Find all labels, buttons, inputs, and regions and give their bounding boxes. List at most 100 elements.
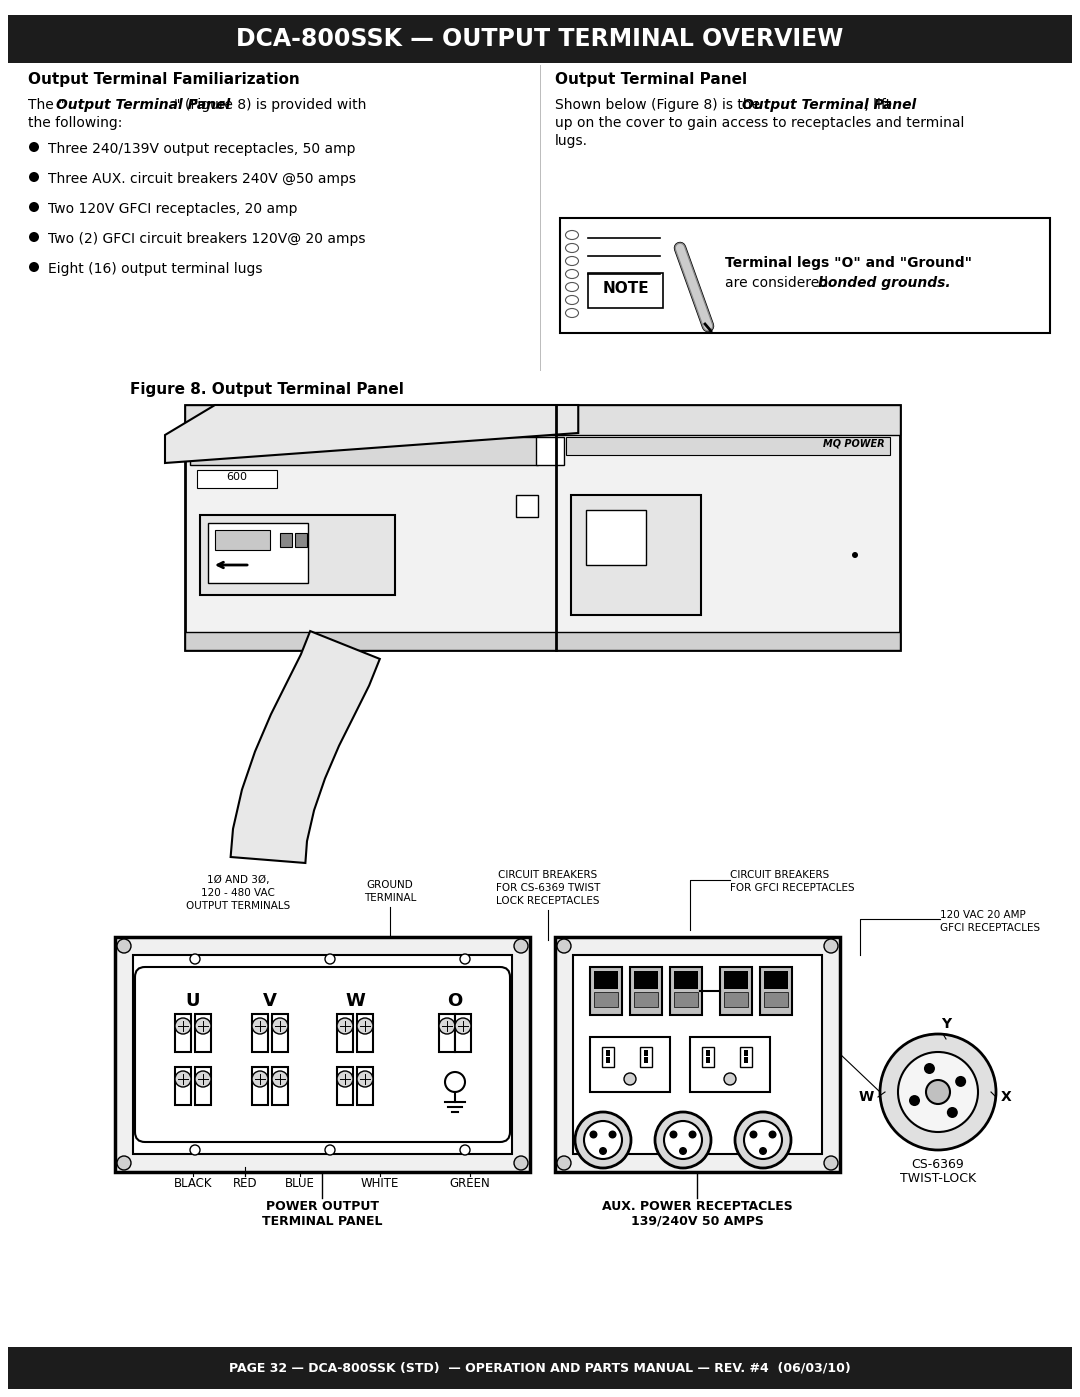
Bar [175, 1067, 191, 1105]
Circle shape [926, 1080, 950, 1104]
Bar [724, 971, 748, 989]
Text: WHITE: WHITE [361, 1178, 400, 1190]
Text: RED: RED [232, 1178, 257, 1190]
Bar [594, 971, 618, 989]
Circle shape [117, 939, 131, 953]
Bar [594, 992, 618, 1007]
Bar [602, 1046, 615, 1067]
Text: Eight (16) output terminal lugs: Eight (16) output terminal lugs [48, 263, 262, 277]
Circle shape [824, 1155, 838, 1171]
Circle shape [724, 1073, 735, 1085]
Bar [720, 967, 752, 1016]
Text: TWIST-LOCK: TWIST-LOCK [900, 1172, 976, 1185]
Circle shape [337, 1071, 353, 1087]
Bar [764, 971, 788, 989]
Bar [702, 1046, 714, 1067]
Bar [455, 1014, 471, 1052]
Text: The ": The " [28, 98, 65, 112]
Circle shape [880, 1034, 996, 1150]
Circle shape [325, 954, 335, 964]
Circle shape [29, 172, 39, 182]
Bar [555, 937, 840, 1172]
Circle shape [175, 1071, 191, 1087]
Circle shape [557, 939, 571, 953]
Bar [630, 967, 662, 1016]
Bar [724, 992, 748, 1007]
Circle shape [557, 1155, 571, 1171]
Polygon shape [165, 405, 578, 462]
Bar [208, 522, 308, 583]
Circle shape [272, 1071, 288, 1087]
Text: Two (2) GFCI circuit breakers 120V@ 20 amps: Two (2) GFCI circuit breakers 120V@ 20 a… [48, 232, 365, 246]
Bar [706, 1058, 710, 1063]
Circle shape [735, 1112, 791, 1168]
Bar [744, 1058, 748, 1063]
Circle shape [947, 1106, 958, 1118]
Circle shape [654, 1112, 711, 1168]
Bar [185, 631, 900, 650]
Circle shape [897, 1052, 978, 1132]
Text: 600: 600 [227, 472, 247, 482]
Bar [764, 992, 788, 1007]
Bar [252, 1067, 268, 1105]
Bar [740, 1046, 752, 1067]
Text: Output Terminal Panel: Output Terminal Panel [742, 98, 916, 112]
Circle shape [325, 1146, 335, 1155]
Bar [133, 956, 512, 1154]
Circle shape [744, 1120, 782, 1160]
Bar [640, 1046, 652, 1067]
FancyBboxPatch shape [135, 967, 510, 1141]
Polygon shape [231, 631, 380, 863]
Text: W: W [346, 992, 365, 1010]
Bar [634, 971, 658, 989]
Text: 120 - 480 VAC: 120 - 480 VAC [201, 888, 275, 898]
Circle shape [438, 1018, 455, 1034]
Circle shape [175, 1018, 191, 1034]
Bar [438, 1014, 455, 1052]
Bar [337, 1067, 353, 1105]
Circle shape [460, 1146, 470, 1155]
Bar [195, 1067, 211, 1105]
Text: Three AUX. circuit breakers 240V @50 amps: Three AUX. circuit breakers 240V @50 amp… [48, 172, 356, 186]
Bar [606, 1058, 610, 1063]
Circle shape [514, 939, 528, 953]
Bar [634, 992, 658, 1007]
Bar [590, 1037, 670, 1092]
Bar [8, 1347, 1072, 1389]
Circle shape [769, 1130, 777, 1139]
Circle shape [29, 232, 39, 242]
Circle shape [955, 1076, 967, 1087]
Circle shape [252, 1071, 268, 1087]
Bar [175, 1014, 191, 1052]
Text: bonded grounds.: bonded grounds. [818, 277, 950, 291]
Circle shape [117, 1155, 131, 1171]
Bar [644, 1051, 648, 1056]
Text: CIRCUIT BREAKERS: CIRCUIT BREAKERS [730, 870, 829, 880]
Circle shape [195, 1018, 211, 1034]
Circle shape [852, 552, 858, 557]
Circle shape [460, 954, 470, 964]
Text: POWER OUTPUT: POWER OUTPUT [266, 1200, 378, 1213]
Text: PAGE 32 — DCA-800SSK (STD)  — OPERATION AND PARTS MANUAL — REV. #4  (06/03/10): PAGE 32 — DCA-800SSK (STD) — OPERATION A… [229, 1362, 851, 1375]
Bar [536, 437, 564, 465]
Text: V: V [264, 992, 276, 1010]
Text: Terminal legs "O" and "Ground": Terminal legs "O" and "Ground" [725, 256, 972, 270]
Circle shape [195, 1071, 211, 1087]
Circle shape [575, 1112, 631, 1168]
Bar [670, 967, 702, 1016]
Circle shape [514, 1155, 528, 1171]
Circle shape [445, 1071, 465, 1092]
Text: TERMINAL PANEL: TERMINAL PANEL [261, 1215, 382, 1228]
Text: Figure 8. Output Terminal Panel: Figure 8. Output Terminal Panel [130, 381, 404, 397]
Text: " (Figure 8) is provided with: " (Figure 8) is provided with [174, 98, 366, 112]
Circle shape [689, 1130, 697, 1139]
Bar [272, 1014, 288, 1052]
Bar [674, 992, 698, 1007]
Circle shape [679, 1147, 687, 1155]
Text: Output Terminal Familiarization: Output Terminal Familiarization [28, 73, 300, 87]
Bar [566, 437, 890, 455]
Bar [674, 971, 698, 989]
Circle shape [584, 1120, 622, 1160]
Text: are considered: are considered [725, 277, 833, 291]
Text: FOR CS-6369 TWIST: FOR CS-6369 TWIST [496, 883, 600, 893]
